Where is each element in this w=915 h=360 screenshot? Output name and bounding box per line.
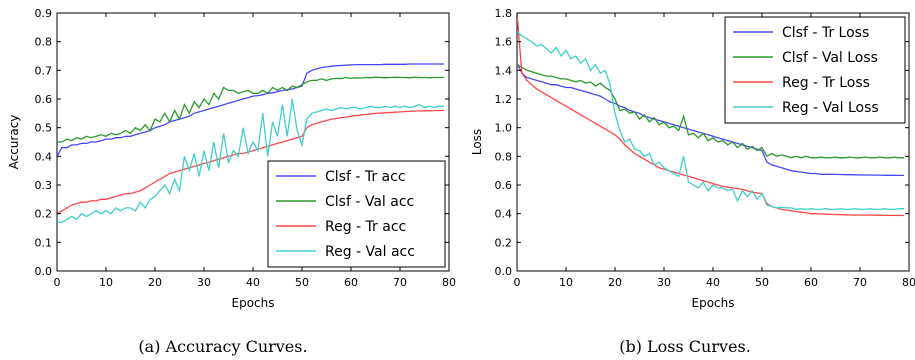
x-tick-label: 80 [902,276,915,289]
x-tick-label: 10 [559,276,573,289]
chart-caption: (a) Accuracy Curves. [138,337,307,356]
y-axis-label: Loss [470,129,484,155]
series-line-clsf-val [57,76,445,143]
ticks-layer: 0 10 20 30 40 50 60 70 80 0.0 0.2 0.4 0.6 0.8 1.0 1.2 1.… [495,7,915,289]
loss-chart: 0 10 20 30 40 50 60 70 80 0.0 0.2 0.4 0.6 0.8 1.0 1.2 1.… [470,7,915,356]
series-layer [57,63,445,223]
legend-label: Clsf - Tr Loss [782,25,869,41]
y-tick-label: 0.6 [495,179,513,192]
y-tick-label: 0.0 [495,265,513,278]
legend: Clsf - Tr Loss Clsf - Val Loss Reg - Tr Lo… [724,16,906,124]
legend-label: Clsf - Val acc [325,194,414,210]
x-tick-label: 10 [99,276,113,289]
legend-label: Clsf - Val Loss [782,50,878,66]
x-tick-label: 70 [853,276,867,289]
x-tick-label: 30 [657,276,671,289]
y-tick-label: 1.8 [495,7,513,20]
y-tick-label: 0.8 [35,36,53,49]
y-tick-label: 0.2 [35,208,53,221]
legend: Clsf - Tr acc Clsf - Val acc Reg - Tr acc R… [267,160,446,268]
x-tick-label: 30 [197,276,211,289]
y-tick-label: 0.8 [495,150,513,163]
x-tick-label: 0 [514,276,521,289]
legend-box [267,160,446,268]
y-tick-label: 0.7 [35,64,53,77]
series-line-clsf-val [517,64,905,159]
series-line-reg-val [57,98,445,223]
series-line-clsf-tr [517,62,905,177]
x-tick-label: 80 [442,276,456,289]
y-tick-label: 0.9 [35,7,53,20]
series-line-reg-tr [57,109,445,215]
x-tick-label: 20 [148,276,162,289]
y-tick-label: 1.2 [495,93,513,106]
ticks-layer: 0 10 20 30 40 50 60 70 80 0.0 0.1 0.2 0.3 0.4 0.5 0.6 0.… [35,7,457,289]
y-tick-label: 1.4 [495,64,513,77]
y-tick-label: 0.5 [35,122,53,135]
y-tick-label: 0.3 [35,179,53,192]
y-tick-label: 0.4 [495,208,513,221]
x-tick-label: 70 [393,276,407,289]
y-tick-label: 0.1 [35,236,53,249]
x-tick-label: 0 [54,276,61,289]
y-axis-label: Accuracy [7,115,21,170]
legend-label: Reg - Tr Loss [782,75,870,91]
legend-label: Reg - Val acc [325,244,415,260]
x-tick-label: 40 [706,276,720,289]
y-tick-label: 1.0 [495,122,513,135]
x-tick-label: 60 [804,276,818,289]
x-tick-label: 20 [608,276,622,289]
x-tick-label: 40 [246,276,260,289]
legend-label: Clsf - Tr acc [325,169,406,185]
y-tick-label: 0.2 [495,236,513,249]
x-axis-label: Epochs [232,296,275,310]
accuracy-chart: 0 10 20 30 40 50 60 70 80 0.0 0.1 0.2 0.3 0.4 0.5 0.6 0.… [7,7,456,356]
y-tick-label: 0.4 [35,150,53,163]
y-tick-label: 1.6 [495,36,513,49]
x-axis-label: Epochs [692,296,735,310]
legend-box [724,16,906,124]
legend-label: Reg - Tr acc [325,219,406,235]
y-tick-label: 0.0 [35,265,53,278]
chart-caption: (b) Loss Curves. [619,337,751,356]
series-layer [517,13,905,217]
series-line-reg-val [517,31,905,211]
series-line-clsf-tr [57,63,445,157]
x-tick-label: 60 [344,276,358,289]
x-tick-label: 50 [755,276,769,289]
series-line-reg-tr [517,13,905,217]
y-tick-label: 0.6 [35,93,53,106]
x-tick-label: 50 [295,276,309,289]
legend-label: Reg - Val Loss [782,100,879,116]
